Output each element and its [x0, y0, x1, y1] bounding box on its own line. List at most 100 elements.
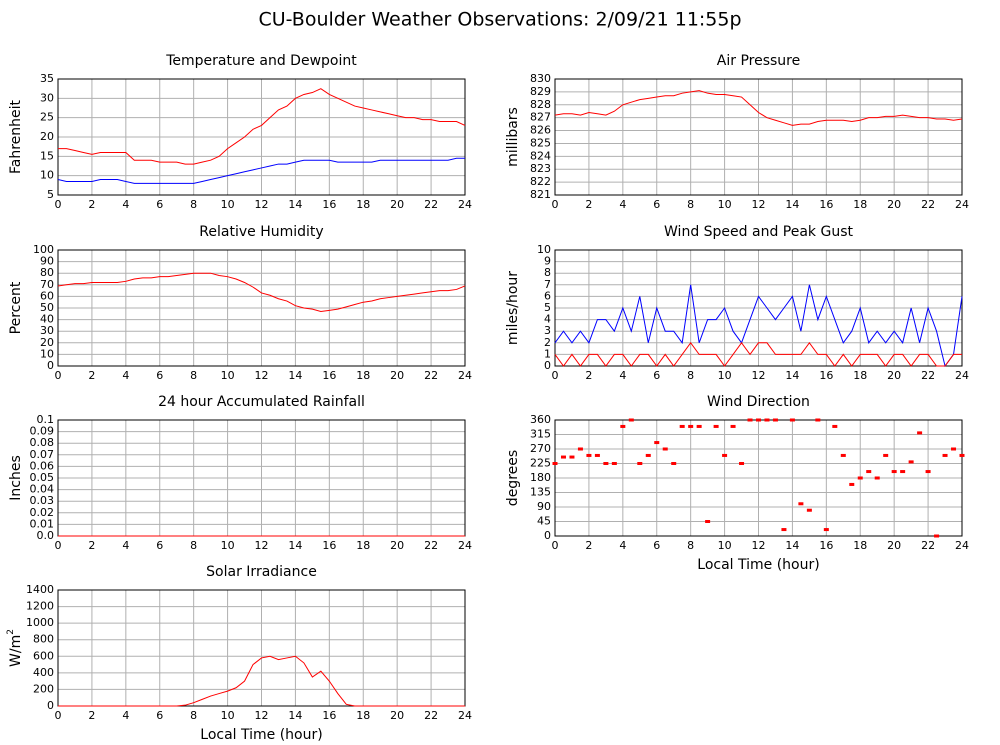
x-tick-label: 20 [390, 709, 404, 722]
y-tick-label: 0.06 [30, 459, 55, 472]
x-tick-label: 16 [322, 539, 336, 552]
x-tick-label: 22 [424, 709, 438, 722]
y-tick-label: 824 [530, 149, 551, 162]
x-tick-label: 24 [955, 198, 969, 211]
series-line [554, 90, 963, 126]
x-tick-label: 18 [356, 709, 370, 722]
y-tick-label: 40 [40, 313, 54, 326]
x-tick-label: 6 [653, 198, 660, 211]
y-tick-label: 826 [530, 124, 551, 137]
y-tick-label: 0.07 [30, 448, 55, 461]
point [832, 424, 838, 428]
point [611, 462, 617, 465]
point [671, 462, 677, 465]
x-tick-label: 2 [88, 369, 95, 382]
y-tick-label: 825 [530, 136, 551, 149]
x-tick-label: 2 [585, 198, 592, 211]
point [823, 528, 829, 532]
x-tick-label: 24 [955, 369, 969, 382]
x-tick-label: 20 [887, 369, 901, 382]
x-tick-label: 18 [853, 198, 867, 211]
point [756, 418, 761, 422]
x-tick-label: 12 [752, 369, 766, 382]
x-tick-label: 14 [785, 539, 799, 552]
x-tick-label: 0 [55, 539, 62, 552]
x-tick-label: 4 [122, 539, 129, 552]
x-tick-label: 18 [356, 369, 370, 382]
y-tick-label: 270 [530, 442, 551, 455]
y-tick-label: 360 [530, 413, 551, 426]
plot-frame [57, 78, 466, 196]
point [645, 453, 651, 457]
series-line [554, 341, 962, 367]
y-tick-label: 830 [530, 72, 551, 85]
point [781, 528, 787, 532]
x-tick-label: 10 [221, 369, 235, 382]
y-tick-label: 828 [530, 98, 551, 111]
point [747, 418, 753, 422]
y-tick-label: 0.09 [30, 425, 55, 438]
y-tick-label: 20 [40, 130, 54, 143]
x-tick-label: 22 [424, 369, 438, 382]
x-axis-label: Local Time (hour) [200, 727, 322, 743]
point [798, 502, 804, 506]
x-tick-label: 18 [853, 369, 867, 382]
y-tick-label: 0.04 [30, 483, 55, 496]
x-tick-label: 6 [653, 369, 660, 382]
y-tick-label: 8 [544, 266, 551, 279]
point [764, 418, 770, 422]
y-tick-label: 1 [544, 347, 551, 360]
point [586, 453, 592, 457]
x-tick-label: 0 [552, 539, 559, 552]
plot-frame [554, 78, 963, 196]
x-tick-label: 12 [752, 539, 766, 552]
page-title: CU-Boulder Weather Observations: 2/09/21… [258, 9, 741, 31]
x-tick-label: 8 [687, 369, 694, 382]
y-tick-label: 400 [33, 666, 54, 679]
plot-frame [57, 249, 466, 367]
y-tick-label: 0.0 [37, 529, 55, 542]
point [789, 418, 795, 422]
y-tick-label: 35 [40, 72, 54, 85]
y-tick-label: 0.08 [30, 436, 55, 449]
y-tick-label: 0 [544, 359, 551, 372]
x-tick-label: 14 [288, 709, 302, 722]
x-tick-label: 20 [887, 198, 901, 211]
x-tick-label: 24 [458, 539, 472, 552]
y-tick-label: 1000 [26, 616, 54, 629]
x-tick-label: 8 [687, 539, 694, 552]
chart-title: Relative Humidity [199, 224, 323, 240]
x-tick-label: 20 [390, 369, 404, 382]
x-tick-label: 8 [687, 198, 694, 211]
y-tick-label: 70 [40, 278, 54, 291]
y-axis-label: Inches [8, 455, 24, 500]
x-tick-label: 14 [785, 369, 799, 382]
y-tick-label: 821 [530, 188, 551, 201]
y-tick-label: 135 [530, 486, 551, 499]
x-tick-label: 4 [619, 198, 626, 211]
x-tick-label: 4 [122, 198, 129, 211]
point [840, 453, 846, 457]
x-tick-label: 2 [585, 369, 592, 382]
y-tick-label: 1400 [26, 583, 54, 596]
point [959, 453, 965, 457]
x-tick-label: 16 [819, 369, 833, 382]
y-tick-label: 2 [544, 336, 551, 349]
series-line [58, 655, 465, 707]
x-tick-label: 2 [585, 539, 592, 552]
x-tick-label: 10 [718, 369, 732, 382]
x-tick-label: 22 [424, 198, 438, 211]
point [806, 508, 812, 512]
point [891, 470, 897, 474]
point [849, 482, 855, 486]
y-tick-label: 6 [544, 289, 551, 302]
y-tick-label: 829 [530, 85, 551, 98]
x-axis-label: Local Time (hour) [697, 557, 819, 573]
y-tick-label: 0.03 [30, 494, 55, 507]
point [730, 424, 736, 428]
x-tick-label: 16 [322, 369, 336, 382]
x-tick-label: 16 [819, 198, 833, 211]
y-tick-label: 15 [40, 149, 54, 162]
x-tick-label: 12 [255, 198, 269, 211]
